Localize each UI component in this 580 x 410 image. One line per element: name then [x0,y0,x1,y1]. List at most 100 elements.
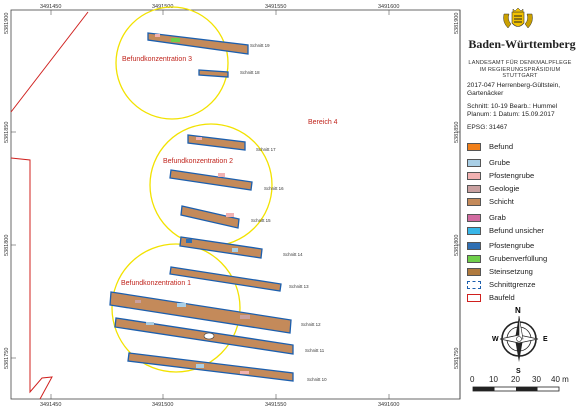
cut-info: Schnitt: 10-19 Bearb.: Hummel [467,103,558,110]
scale-bar: 0 10 20 30 40 m [470,375,569,392]
legend-label: Befund unsicher [489,226,544,235]
scale-label-30: 30 [532,375,541,384]
befundkonzentration-3-circle [115,6,229,120]
swatch-grube [467,158,481,167]
trench-13 [169,266,282,292]
compass-n: N [515,306,521,315]
x-tick-bottom-3: 3491550 [265,402,286,408]
swatch-befund-unsicher [467,226,481,235]
cut-label-10: Schnitt 10 [307,377,327,382]
legend-item-befund-unsicher: Befund unsicher [467,225,544,236]
x-tick-bottom-1: 3491450 [40,402,61,408]
legend-item-baufeld: Baufeld [467,292,515,303]
y-tick-left-1: 5381850 [4,122,10,143]
compass-s: S [516,368,521,375]
agency-line-1: LANDESAMT FÜR DENKMALPFLEGE [468,60,572,66]
project-line-1: 2017-047 Herrenberg-Gültstein, [467,82,561,89]
north-arrow-icon: N E W S [492,306,548,375]
swatch-steinsetzung [467,267,481,276]
trench-16 [169,169,253,191]
scale-label-0: 0 [470,375,475,384]
baufeld-boundary [10,11,89,113]
swatch-grab [467,213,481,222]
agency-line-2: IM REGIERUNGSPRÄSIDIUM STUTTGART [479,67,561,79]
legend-label: Pfostengrube [489,171,535,180]
legend-label: Grab [489,213,506,222]
legend-label: Pfostengrube [489,241,535,250]
legend-label: Baufeld [489,293,515,302]
y-tick-left-3: 5381750 [4,348,10,369]
swatch-pfostengrube [467,171,481,180]
x-tick-top-4: 3491600 [378,4,399,10]
label-bereich-4: Bereich 4 [308,119,338,126]
swatch-geologie [467,184,481,193]
coat-of-arms-icon [503,8,533,29]
cut-label-11: Schnitt 11 [305,348,325,353]
cut-label-15: Schnitt 15 [251,218,271,223]
legend-label: Steinsetzung [489,267,533,276]
cut-label-19: Schnitt 19 [250,43,270,48]
label-befundkonzentration-3: Befundkonzentration 3 [122,56,192,63]
cut-label-13: Schnitt 13 [289,284,309,289]
baufeld-boundary-south [10,157,53,400]
compass-e: E [543,336,548,343]
swatch-pfostengrube-2 [467,241,481,250]
swatch-schicht [467,197,481,206]
swatch-schnittgrenze [467,280,481,289]
y-tick-left-2: 5381800 [4,235,10,256]
state-title: Baden-Württemberg [468,37,576,51]
legend-item-grab: Grab [467,212,506,223]
scale-label-40: 40 m [551,375,569,384]
legend-label: Geologie [489,184,520,193]
trench-12 [109,291,292,334]
map-frame [10,9,461,400]
epsg-code: EPSG: 31467 [467,124,508,131]
grid-ticks [11,10,460,399]
scale-label-10: 10 [489,375,498,384]
cut-label-16: Schnitt 16 [264,186,284,191]
trench-18 [198,69,229,78]
legend-label: Schnittgrenze [489,280,536,289]
swatch-baufeld [467,293,481,302]
x-tick-bottom-2: 3491500 [152,402,173,408]
legend-label: Grubenverfüllung [489,254,548,263]
legend-item-schnittgrenze: Schnittgrenze [467,279,535,290]
scale-label-20: 20 [511,375,520,384]
swatch-befund [467,142,481,151]
legend-item-grube: Grube [467,157,510,168]
legend-item-befund: Befund [467,141,513,152]
plan-info: Planum: 1 Datum: 15.09.2017 [467,111,555,118]
trench-17 [187,134,246,151]
label-befundkonzentration-1: Befundkonzentration 1 [121,280,191,287]
trench-features [135,34,250,374]
legend-item-steinsetzung: Steinsetzung [467,266,533,277]
x-tick-bottom-4: 3491600 [378,402,399,408]
y-tick-right-2: 5381800 [454,235,460,256]
legend-item-grubenverfuellung: Grubenverfüllung [467,253,547,264]
trench-14 [179,236,263,259]
legend-item-schicht: Schicht [467,196,514,207]
project-line-2: Gartenäcker [467,90,504,97]
legend-label: Grube [489,158,511,167]
y-tick-right-3: 5381750 [454,348,460,369]
cut-label-18: Schnitt 18 [240,70,260,75]
legend-label: Schicht [489,197,514,206]
trench-10 [127,352,294,382]
label-befundkonzentration-2: Befundkonzentration 2 [163,158,233,165]
cut-label-12: Schnitt 12 [301,322,321,327]
legend-item-pfostengrube-2: Pfostengrube [467,240,534,251]
trench-15 [180,205,240,229]
cut-label-17: Schnitt 17 [256,147,276,152]
swatch-grubenverfuellung [467,254,481,263]
legend-label: Befund [489,142,514,151]
x-tick-top-1: 3491450 [40,4,61,10]
y-tick-right-top: 5381900 [454,13,460,34]
cut-label-14: Schnitt 14 [283,252,303,257]
y-tick-left-top: 5381900 [4,13,10,34]
befundkonzentration-1-circle [111,243,241,373]
legend-item-geologie: Geologie [467,183,519,194]
x-tick-top-3: 3491550 [265,4,286,10]
compass-w: W [492,336,499,343]
y-tick-right-1: 5381850 [454,122,460,143]
